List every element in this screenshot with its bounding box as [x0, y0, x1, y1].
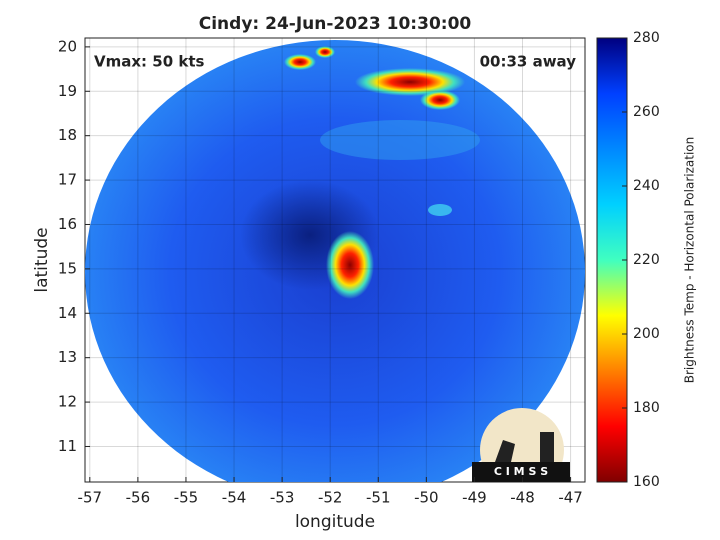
colorbar-tick-label: 200: [633, 326, 660, 342]
x-tick-label: -47: [558, 489, 583, 507]
colorbar-tick-label: 260: [633, 104, 660, 120]
colorbar-tick-label: 240: [633, 178, 660, 194]
time-away-label: 00:33 away: [480, 53, 577, 71]
logo: C I M S S: [472, 408, 570, 482]
x-tick-label: -52: [318, 489, 343, 507]
colorbar-tick-label: 280: [633, 30, 660, 46]
x-tick-label: -50: [414, 489, 439, 507]
colorbar-tick-label: 180: [633, 400, 660, 416]
y-tick-label: 15: [58, 259, 77, 277]
x-tick-label: -54: [222, 489, 247, 507]
y-tick-label: 19: [58, 82, 77, 100]
x-axis-label: longitude: [295, 512, 375, 532]
y-tick-label: 12: [58, 393, 77, 411]
colorbar-tick-label: 160: [633, 474, 660, 490]
y-tick-label: 14: [58, 304, 77, 322]
grid: [85, 38, 585, 482]
x-tick-label: -49: [462, 489, 487, 507]
logo-text: C I M S S: [494, 465, 548, 478]
x-tick-label: -51: [366, 489, 391, 507]
x-tick-label: -57: [78, 489, 103, 507]
x-tick-label: -48: [510, 489, 535, 507]
y-axis-label: latitude: [32, 227, 52, 292]
y-tick-label: 20: [58, 37, 77, 55]
y-tick-label: 17: [58, 171, 77, 189]
swath-image: [85, 40, 585, 482]
y-tick-label: 18: [58, 126, 77, 144]
x-tick-label: -56: [126, 489, 151, 507]
x-tick-label: -53: [270, 489, 295, 507]
colorbar-label: Brightness Temp - Horizontal Polarizatio…: [683, 137, 697, 384]
y-tick-label: 11: [58, 437, 77, 455]
colorbar-tick-label: 220: [633, 252, 660, 268]
x-tick-label: -55: [174, 489, 199, 507]
title: Cindy: 24-Jun-2023 10:30:00: [199, 14, 472, 34]
vmax-label: Vmax: 50 kts: [94, 53, 204, 71]
y-tick-label: 13: [58, 348, 77, 366]
y-tick-label: 16: [58, 215, 77, 233]
plot-area: C I M S S: [84, 37, 586, 483]
